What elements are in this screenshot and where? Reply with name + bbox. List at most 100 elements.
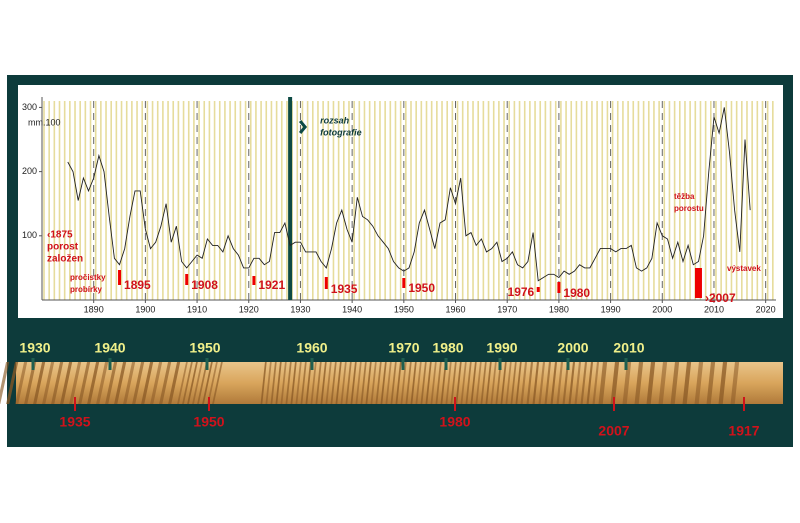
wood-ring <box>123 362 136 404</box>
wood-ring <box>350 362 357 404</box>
wood-ring <box>520 362 528 404</box>
wood-ring <box>285 362 292 404</box>
photo-top-tick <box>31 358 35 370</box>
wood-ring <box>325 362 332 404</box>
wood-ring <box>718 362 728 404</box>
photo-top-tick <box>205 358 209 370</box>
wood-ring <box>460 362 467 404</box>
wood-ring <box>132 362 145 404</box>
event-label: 1976 <box>508 285 535 299</box>
wood-ring <box>345 362 352 404</box>
wood-ring <box>96 362 109 404</box>
wood-ring <box>310 362 317 404</box>
wood-ring <box>207 362 218 404</box>
x-tick-label: 1890 <box>84 304 104 314</box>
note-harvest: porostu <box>674 204 704 213</box>
y-tick-label: 100 <box>22 230 37 240</box>
wood-ring <box>177 362 188 404</box>
photo-top-label: 1970 <box>388 340 419 356</box>
x-tick-label: 1990 <box>601 304 621 314</box>
wood-ring <box>360 362 367 404</box>
photo-range-label: rozsah <box>320 115 350 125</box>
x-tick-label: 1970 <box>497 304 517 314</box>
event-label: 1980 <box>563 286 590 300</box>
wood-ring <box>646 362 656 404</box>
wood-ring <box>495 362 502 404</box>
wood-ring <box>197 362 208 404</box>
wood-ring <box>150 362 163 404</box>
note-founded: ‹1875 <box>47 230 73 241</box>
wood-ring <box>420 362 427 404</box>
x-tick-label: 1920 <box>239 304 259 314</box>
event-bar <box>324 277 328 289</box>
wood-ring <box>330 362 337 404</box>
wood-ring <box>33 362 46 404</box>
photo-top-tick <box>108 358 112 370</box>
wood-ring <box>694 362 704 404</box>
photo-top-tick <box>401 358 405 370</box>
wood-ring <box>290 362 297 404</box>
wood-ring <box>682 362 692 404</box>
wood-ring <box>168 362 181 404</box>
wood-ring <box>430 362 437 404</box>
event-bar <box>694 268 702 298</box>
event-label: 1908 <box>191 278 218 292</box>
wood-ring <box>445 362 452 404</box>
x-tick-label: 1900 <box>135 304 155 314</box>
wood-ring <box>435 362 442 404</box>
photo-top-label: 1990 <box>486 340 517 356</box>
wood-ring <box>592 362 600 404</box>
wood-ring <box>340 362 347 404</box>
wood-ring <box>300 362 307 404</box>
photo-top-label: 2000 <box>557 340 588 356</box>
wood-ring <box>380 362 387 404</box>
note-thinning: pročistky <box>70 273 106 282</box>
wood-ring <box>192 362 203 404</box>
event-label: 1921 <box>258 278 285 292</box>
wood-ring <box>335 362 342 404</box>
wood-ring <box>475 362 482 404</box>
event-label: 1935 <box>331 282 358 296</box>
wood-ring <box>280 362 287 404</box>
wood-ring <box>202 362 213 404</box>
y-unit: mm.100 <box>28 117 61 127</box>
wood-ring <box>275 362 282 404</box>
photo-top-label: 1930 <box>19 340 50 356</box>
event-bar <box>185 274 189 285</box>
wood-ring <box>550 362 558 404</box>
wood-ring <box>365 362 372 404</box>
wood-ring <box>544 362 552 404</box>
wood-ring <box>51 362 64 404</box>
photo-top-label: 1960 <box>296 340 327 356</box>
wood-ring <box>114 362 127 404</box>
event-label: ›2007 <box>705 291 736 305</box>
photo-top-tick <box>624 358 628 370</box>
wood-ring <box>505 362 512 404</box>
wood-ring <box>182 362 193 404</box>
photo-bottom-tick <box>208 397 210 411</box>
wood-ring <box>69 362 82 404</box>
wood-ring <box>295 362 302 404</box>
photo-bottom-label: 2007 <box>598 423 629 439</box>
event-bar <box>536 287 540 292</box>
wood-ring <box>400 362 407 404</box>
note-harvest: těžba <box>674 192 695 201</box>
x-tick-label: 1930 <box>290 304 310 314</box>
x-tick-label: 2000 <box>652 304 672 314</box>
wood-ring <box>622 362 632 404</box>
photo-top-label: 1980 <box>432 340 463 356</box>
photo-bottom-label: 1935 <box>59 414 90 430</box>
wood-ring <box>562 362 570 404</box>
wood-ring <box>490 362 497 404</box>
x-tick-label: 1950 <box>394 304 414 314</box>
wood-ring <box>212 362 223 404</box>
photo-top-tick <box>310 358 314 370</box>
y-tick-label: 200 <box>22 166 37 176</box>
photo-bottom-tick <box>454 397 456 411</box>
wood-ring <box>405 362 412 404</box>
photo-top-label: 2010 <box>613 340 644 356</box>
wood-ring <box>670 362 680 404</box>
note-founded: porost <box>47 242 79 253</box>
photo-bottom-tick <box>743 397 745 411</box>
